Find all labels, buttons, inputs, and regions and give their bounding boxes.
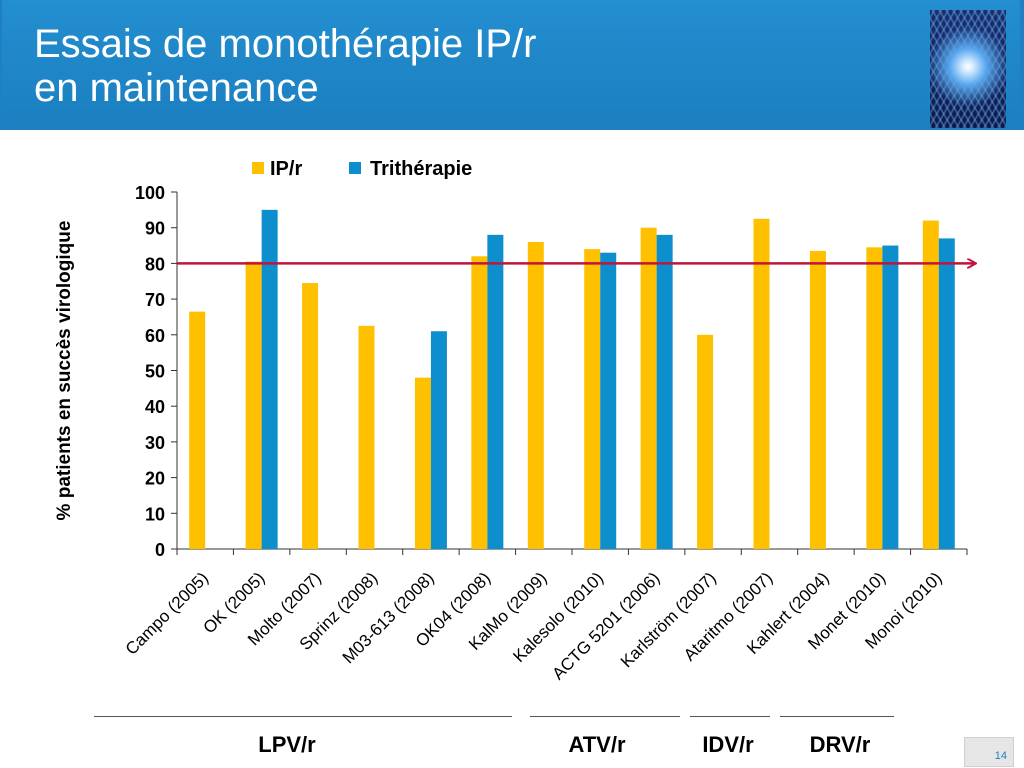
slide-title-line1: Essais de monothérapie IP/r: [34, 22, 537, 66]
slide-title-line2: en maintenance: [34, 66, 319, 110]
bar-ipr: [414, 377, 431, 549]
group-line-atv: [530, 716, 680, 717]
y-axis-title: % patients en succès virologique: [54, 221, 75, 521]
y-tick-label: 100: [135, 183, 165, 203]
bar-ipr: [245, 261, 262, 549]
bar-ipr: [922, 220, 939, 549]
bar-ipr: [753, 218, 770, 549]
bar-ipr: [866, 247, 883, 549]
legend-label-tritherapie: Trithérapie: [370, 158, 472, 180]
page-number: 14: [964, 737, 1014, 767]
y-tick-label: 70: [145, 290, 165, 310]
group-label-drv: DRV/r: [809, 732, 871, 757]
starburst-logo-icon: [930, 10, 1006, 128]
bar-tritherapie: [600, 252, 617, 549]
y-tick-label: 50: [145, 362, 165, 382]
header-panel: [2, 0, 1020, 128]
y-tick-label: 20: [145, 469, 165, 489]
bar-ipr: [809, 250, 826, 549]
group-label-lpv: LPV/r: [258, 732, 316, 757]
y-tick-label: 30: [145, 433, 165, 453]
bar-ipr: [697, 334, 714, 549]
group-line-idv: [690, 716, 770, 717]
bar-tritherapie: [261, 209, 278, 549]
group-line-lpv: [94, 716, 512, 717]
bar-ipr: [189, 311, 206, 549]
bar-ipr: [358, 325, 375, 549]
bar-tritherapie: [882, 245, 899, 550]
bar-ipr: [471, 256, 488, 549]
legend-swatch-tritherapie: [349, 162, 361, 174]
bar-ipr: [527, 241, 544, 549]
group-line-drv: [780, 716, 894, 717]
legend-swatch-ipr: [252, 162, 264, 174]
bar-tritherapie: [430, 331, 447, 549]
group-label-idv: IDV/r: [702, 732, 754, 757]
bar-ipr: [640, 227, 657, 549]
bar-tritherapie: [938, 238, 955, 549]
bar-tritherapie: [487, 234, 504, 549]
slide-title: Essais de monothérapie IP/r en maintenan…: [34, 22, 536, 110]
group-label-atv: ATV/r: [568, 732, 626, 757]
y-tick-label: 10: [145, 504, 165, 524]
header-bar: Essais de monothérapie IP/r en maintenan…: [0, 0, 1024, 130]
x-category-label: ACTG 5201 (2006): [548, 568, 663, 683]
y-tick-label: 90: [145, 219, 165, 239]
x-category-label: Karlström (2007): [617, 568, 720, 671]
bar-ipr: [302, 283, 319, 549]
y-tick-label: 80: [145, 254, 165, 274]
bar-tritherapie: [656, 234, 673, 549]
y-tick-label: 0: [155, 540, 165, 560]
y-tick-label: 60: [145, 326, 165, 346]
legend-label-ipr: IP/r: [270, 158, 302, 180]
x-category-label: Campo (2005): [122, 568, 212, 658]
y-tick-label: 40: [145, 397, 165, 417]
bar-ipr: [584, 249, 601, 549]
